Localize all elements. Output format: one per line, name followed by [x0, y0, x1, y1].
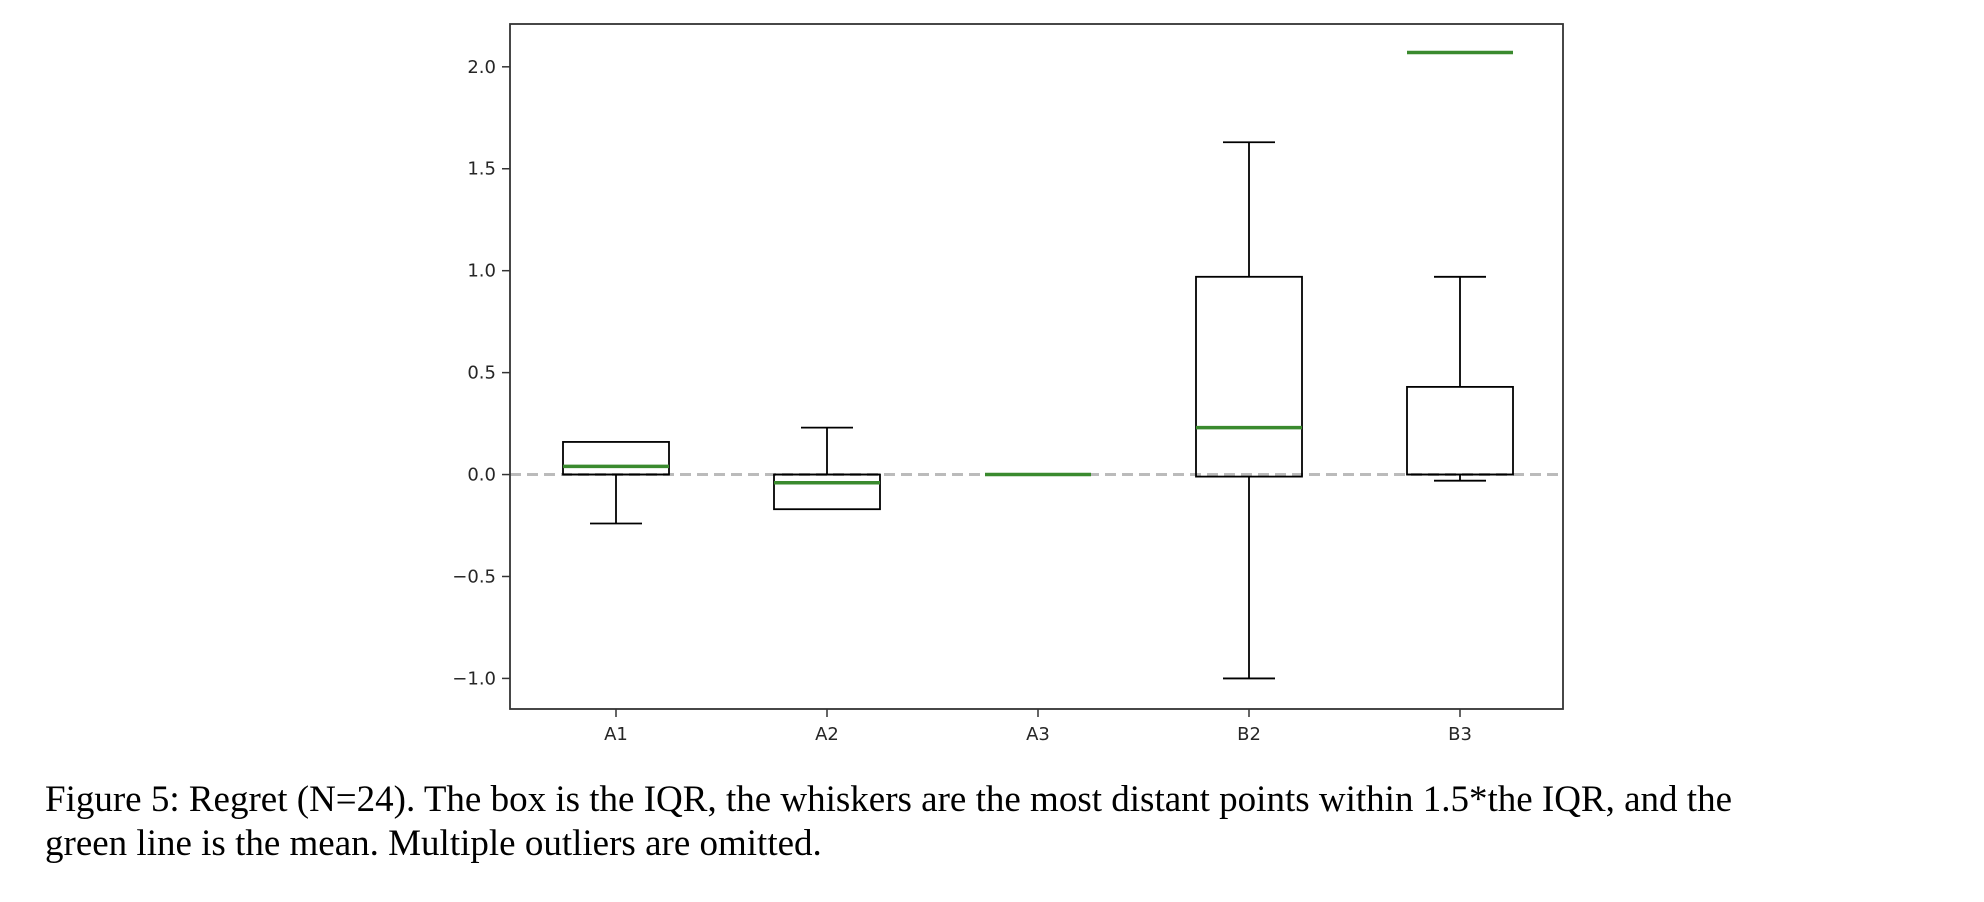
x-tick-label-a1: A1	[604, 724, 628, 745]
y-tick-label: 0.5	[467, 363, 496, 384]
y-tick-label: 1.5	[467, 159, 496, 180]
y-tick-label: −1.0	[452, 668, 496, 689]
y-tick-label: 0.0	[467, 465, 496, 486]
x-tick-label-a3: A3	[1026, 724, 1050, 745]
x-tick-label-b2: B2	[1237, 724, 1261, 745]
figure-caption: Figure 5: Regret (N=24). The box is the …	[45, 778, 1975, 866]
y-tick-label: −0.5	[452, 566, 496, 587]
iqr-box-a1	[562, 441, 670, 476]
iqr-box-b3	[1406, 385, 1514, 476]
box-plot-chart: A1 A2 A3 B2 B3 2.0 1.5 1.0 0.5 0.0 −0.5 −1.0	[452, 23, 1564, 745]
x-tick-label-b3: B3	[1448, 724, 1472, 745]
y-tick-label: 1.0	[467, 261, 496, 282]
plot-area: A1 A2 A3 B2 B3 2.0 1.5 1.0 0.5 0.0 −0.5 −1.0	[452, 23, 1564, 745]
y-tick-label: 2.0	[467, 57, 496, 78]
axes-frame	[509, 23, 1564, 710]
x-tick-label-a2: A2	[815, 724, 839, 745]
caption-line-1: Figure 5: Regret (N=24). The box is the …	[45, 779, 1732, 820]
iqr-box-b2	[1195, 275, 1303, 478]
caption-line-2: green line is the mean. Multiple outlier…	[45, 823, 822, 864]
iqr-box-a2	[773, 473, 881, 511]
